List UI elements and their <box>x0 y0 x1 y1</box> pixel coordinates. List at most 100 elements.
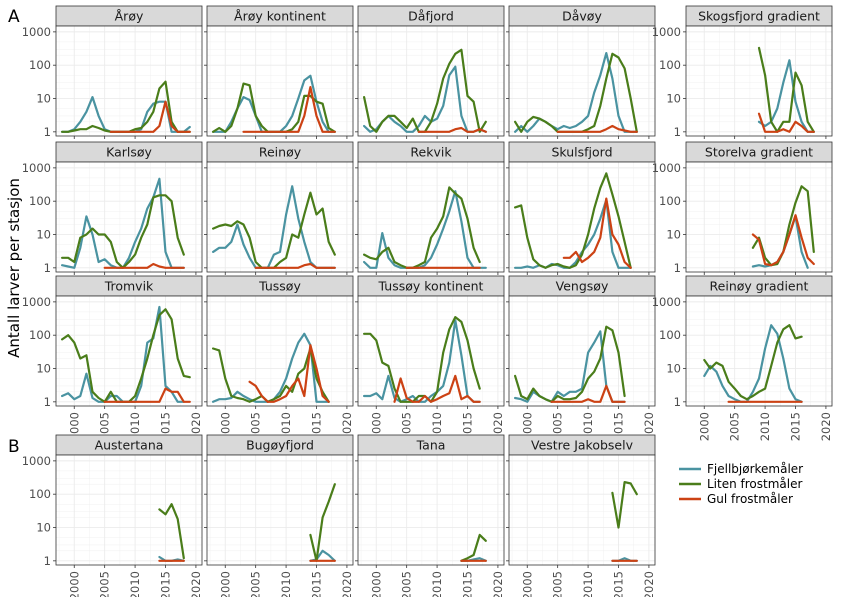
y-tick-label: 1000 <box>22 454 51 468</box>
panel-border-davoy <box>508 25 656 137</box>
panel-reinoy: Reinøy <box>204 141 354 275</box>
panel-aroy: Årøy 1 10 100 1000 <box>22 5 203 139</box>
strip-title-dafjord: Dåfjord <box>408 9 454 24</box>
strip-title-storelva-gradient: Storelva gradient <box>705 145 813 160</box>
x-tick-label: 2005 <box>400 571 414 597</box>
x-tick-label: 2010 <box>430 571 444 597</box>
strip-title-tussoy-kontinent: Tussøy kontinent <box>378 279 484 294</box>
panel-skogsfjord-gradient: Skogsfjord gradient 1 10 100 1000 <box>652 5 833 139</box>
panel-bg-tana <box>358 455 504 565</box>
panel-bg-rekvik <box>358 162 504 272</box>
x-tick-label: 2000 <box>520 571 534 597</box>
x-tick-label: 2010 <box>279 412 293 441</box>
series-line-fjellbjorkemaler-davoy <box>514 52 638 133</box>
strip-title-austertana: Austertana <box>95 438 164 453</box>
legend: Fjellbjørkemåler Liten frostmåler Gul fr… <box>679 462 803 506</box>
y-tick-label: 1 <box>674 261 681 275</box>
panel-bg-tromvik <box>56 296 202 406</box>
panel-border-bugoyfjord <box>206 454 354 566</box>
x-tick-label: 2010 <box>279 571 293 597</box>
x-tick-label: 2005 <box>551 412 565 441</box>
panel-davoy: Dåvøy <box>506 5 656 139</box>
x-tick-label: 2010 <box>581 412 595 441</box>
x-tick-label: 2010 <box>128 571 142 597</box>
panel-tana: Tana 2000 2005 2010 2015 2020 <box>355 434 505 597</box>
x-tick-label: 2000 <box>369 571 383 597</box>
series-line-liten-frostmaler-austertana <box>158 503 185 560</box>
panel-border-rekvik <box>357 161 505 273</box>
panel-bg-aroy <box>56 26 202 136</box>
series-line-liten-frostmaler-bugoyfjord <box>309 483 336 562</box>
y-tick-label: 10 <box>666 228 681 242</box>
panel-border-aroy <box>55 25 203 137</box>
panel-border-tussoy-kontinent <box>357 295 505 407</box>
series-line-gul-frostmaler-davoy <box>556 124 638 133</box>
series-line-liten-frostmaler-tana <box>460 533 487 562</box>
legend-label-fjellbjorkemaler: Fjellbjørkemåler <box>707 462 803 476</box>
panel-skulsfjord: Skulsfjord <box>506 141 656 275</box>
strip-title-reinoy-gradient: Reinøy gradient <box>710 279 809 294</box>
panel-border-tussoy <box>206 295 354 407</box>
series-line-gul-frostmaler-tussoy-kontinent <box>393 374 481 403</box>
x-tick-label: 2005 <box>249 412 263 441</box>
series-line-liten-frostmaler-skulsfjord <box>514 172 632 269</box>
panel-dafjord: Dåfjord <box>355 5 505 139</box>
y-tick-label: 1000 <box>22 161 51 175</box>
y-tick-label: 100 <box>29 58 51 72</box>
x-tick-label: 2015 <box>159 412 173 441</box>
x-tick-label: 2005 <box>400 412 414 441</box>
panel-border-vestre-jakobselv <box>508 454 656 566</box>
series-line-gul-frostmaler-skulsfjord <box>562 197 632 269</box>
x-tick-label: 2020 <box>189 412 203 441</box>
panel-border-karlsoy <box>55 161 203 273</box>
panel-tromvik: Tromvik 1 10 100 1000 2000 2005 2010 2015 2020 <box>22 275 203 441</box>
strip-title-karlsoy: Karlsøy <box>106 145 152 160</box>
panel-tussoy: Tussøy 2000 2005 2010 2015 2020 <box>204 275 354 441</box>
strip-title-skulsfjord: Skulsfjord <box>551 145 612 160</box>
x-tick-label: 2015 <box>310 412 324 441</box>
legend-label-gul-frostmaler: Gul frostmåler <box>707 492 793 506</box>
y-tick-label: 10 <box>666 92 681 106</box>
series-line-fjellbjorkemaler-reinoy-gradient <box>703 324 803 403</box>
strip-title-tussoy: Tussøy <box>258 279 301 294</box>
series-line-gul-frostmaler-storelva-gradient <box>751 214 815 267</box>
y-tick-label: 10 <box>36 92 51 106</box>
x-tick-label: 2000 <box>369 412 383 441</box>
y-tick-label: 10 <box>36 521 51 535</box>
y-tick-label: 100 <box>659 194 681 208</box>
panels-group: Årøy 1 10 100 1000 Årøy kontinent Dåfjord Dåvøy… <box>22 5 833 597</box>
x-tick-label: 2020 <box>340 571 354 597</box>
panel-bg-vestre-jakobselv <box>509 455 655 565</box>
x-tick-label: 2015 <box>789 412 803 441</box>
x-tick-label: 2010 <box>758 412 772 441</box>
panel-bg-bugoyfjord <box>207 455 353 565</box>
panel-border-aroy-kontinent <box>206 25 354 137</box>
panel-austertana: Austertana 1 10 100 1000 2000 2005 2010 2015 2020 <box>22 434 203 597</box>
panel-border-tromvik <box>55 295 203 407</box>
panel-border-austertana <box>55 454 203 566</box>
x-tick-label: 2000 <box>697 412 711 441</box>
y-tick-label: 100 <box>29 328 51 342</box>
y-tick-label: 1 <box>674 395 681 409</box>
y-tick-label: 100 <box>29 487 51 501</box>
series-line-liten-frostmaler-rekvik <box>363 186 481 269</box>
panel-bg-reinoy <box>207 162 353 272</box>
x-tick-label: 2010 <box>430 412 444 441</box>
strip-title-reinoy: Reinøy <box>259 145 302 160</box>
y-tick-label: 10 <box>666 362 681 376</box>
y-tick-label: 1000 <box>652 161 681 175</box>
series-line-gul-frostmaler-karlsoy <box>103 262 185 269</box>
panel-bg-aroy-kontinent <box>207 26 353 136</box>
y-tick-label: 1 <box>674 125 681 139</box>
x-tick-label: 2015 <box>159 571 173 597</box>
strip-title-davoy: Dåvøy <box>562 9 602 24</box>
panel-bg-storelva-gradient <box>686 162 832 272</box>
panel-border-reinoy <box>206 161 354 273</box>
panel-border-dafjord <box>357 25 505 137</box>
panel-border-vengsoy <box>508 295 656 407</box>
y-tick-label: 1000 <box>22 295 51 309</box>
x-tick-label: 2010 <box>581 571 595 597</box>
panel-bg-austertana <box>56 455 202 565</box>
x-tick-label: 2020 <box>189 571 203 597</box>
